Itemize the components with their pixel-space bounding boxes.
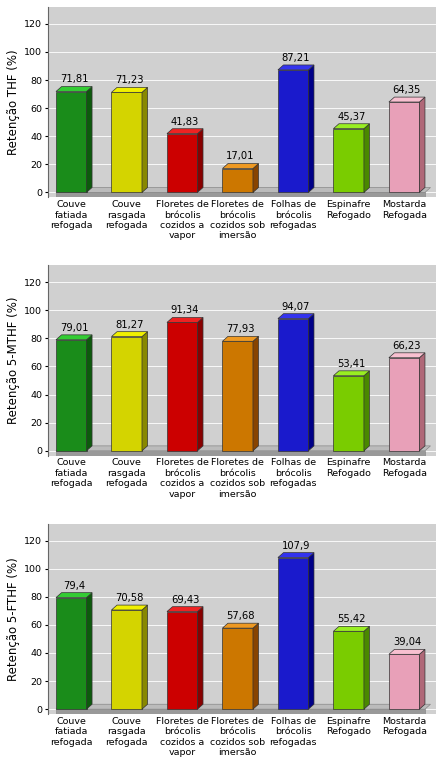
Polygon shape — [389, 654, 420, 709]
Text: 107,9: 107,9 — [282, 540, 310, 551]
Y-axis label: Retenção THF (%): Retenção THF (%) — [7, 50, 20, 155]
Text: 71,81: 71,81 — [60, 75, 88, 85]
Polygon shape — [334, 124, 369, 128]
Polygon shape — [222, 163, 259, 169]
Text: 81,27: 81,27 — [115, 319, 144, 329]
Polygon shape — [56, 187, 431, 193]
Polygon shape — [253, 336, 259, 451]
Polygon shape — [56, 86, 92, 92]
Polygon shape — [222, 628, 253, 709]
Polygon shape — [112, 605, 148, 610]
Polygon shape — [308, 65, 314, 193]
Polygon shape — [334, 371, 369, 376]
Polygon shape — [389, 102, 420, 193]
Text: 79,01: 79,01 — [60, 322, 88, 333]
Polygon shape — [56, 451, 425, 455]
Polygon shape — [112, 92, 142, 193]
Polygon shape — [420, 353, 425, 451]
Y-axis label: Retenção 5-MTHF (%): Retenção 5-MTHF (%) — [7, 296, 20, 424]
Polygon shape — [112, 87, 148, 92]
Polygon shape — [253, 623, 259, 709]
Polygon shape — [334, 376, 364, 451]
Polygon shape — [278, 319, 308, 451]
Polygon shape — [112, 332, 148, 337]
Polygon shape — [112, 610, 142, 709]
Polygon shape — [389, 353, 425, 358]
Polygon shape — [56, 704, 431, 709]
Polygon shape — [56, 446, 431, 451]
Polygon shape — [222, 169, 253, 193]
Polygon shape — [364, 124, 369, 193]
Polygon shape — [167, 134, 198, 193]
Polygon shape — [142, 87, 148, 193]
Polygon shape — [56, 709, 425, 714]
Polygon shape — [167, 612, 198, 709]
Polygon shape — [222, 342, 253, 451]
Polygon shape — [278, 552, 314, 558]
Polygon shape — [278, 70, 308, 193]
Polygon shape — [198, 318, 203, 451]
Text: 66,23: 66,23 — [392, 341, 421, 351]
Polygon shape — [222, 623, 259, 628]
Text: 69,43: 69,43 — [171, 594, 199, 604]
Polygon shape — [364, 371, 369, 451]
Text: 57,68: 57,68 — [226, 611, 255, 621]
Polygon shape — [142, 332, 148, 451]
Polygon shape — [86, 593, 92, 709]
Polygon shape — [389, 97, 425, 102]
Polygon shape — [56, 593, 92, 597]
Polygon shape — [420, 97, 425, 193]
Text: 17,01: 17,01 — [226, 151, 255, 161]
Polygon shape — [308, 314, 314, 451]
Polygon shape — [198, 607, 203, 709]
Text: 55,42: 55,42 — [337, 614, 365, 624]
Text: 77,93: 77,93 — [226, 324, 255, 335]
Polygon shape — [389, 649, 425, 654]
Text: 39,04: 39,04 — [393, 637, 421, 647]
Polygon shape — [86, 335, 92, 451]
Text: 79,4: 79,4 — [63, 581, 85, 591]
Polygon shape — [198, 128, 203, 193]
Polygon shape — [112, 337, 142, 451]
Polygon shape — [56, 340, 86, 451]
Polygon shape — [278, 314, 314, 319]
Polygon shape — [278, 65, 314, 70]
Polygon shape — [420, 649, 425, 709]
Text: 64,35: 64,35 — [393, 85, 421, 95]
Text: 94,07: 94,07 — [282, 302, 310, 312]
Polygon shape — [56, 335, 92, 340]
Y-axis label: Retenção 5-FTHF (%): Retenção 5-FTHF (%) — [7, 557, 20, 681]
Polygon shape — [334, 626, 369, 631]
Polygon shape — [222, 336, 259, 342]
Polygon shape — [334, 128, 364, 193]
Polygon shape — [308, 552, 314, 709]
Polygon shape — [56, 92, 86, 193]
Text: 41,83: 41,83 — [171, 117, 199, 127]
Polygon shape — [167, 322, 198, 451]
Text: 71,23: 71,23 — [115, 76, 144, 86]
Polygon shape — [364, 626, 369, 709]
Text: 45,37: 45,37 — [337, 112, 365, 121]
Text: 87,21: 87,21 — [282, 53, 310, 63]
Polygon shape — [56, 193, 425, 197]
Polygon shape — [278, 558, 308, 709]
Polygon shape — [167, 318, 203, 322]
Polygon shape — [142, 605, 148, 709]
Polygon shape — [167, 607, 203, 612]
Polygon shape — [334, 631, 364, 709]
Polygon shape — [56, 597, 86, 709]
Text: 91,34: 91,34 — [171, 306, 199, 316]
Polygon shape — [86, 86, 92, 193]
Polygon shape — [389, 358, 420, 451]
Polygon shape — [253, 163, 259, 193]
Text: 53,41: 53,41 — [337, 359, 365, 369]
Text: 70,58: 70,58 — [115, 593, 144, 603]
Polygon shape — [167, 128, 203, 134]
